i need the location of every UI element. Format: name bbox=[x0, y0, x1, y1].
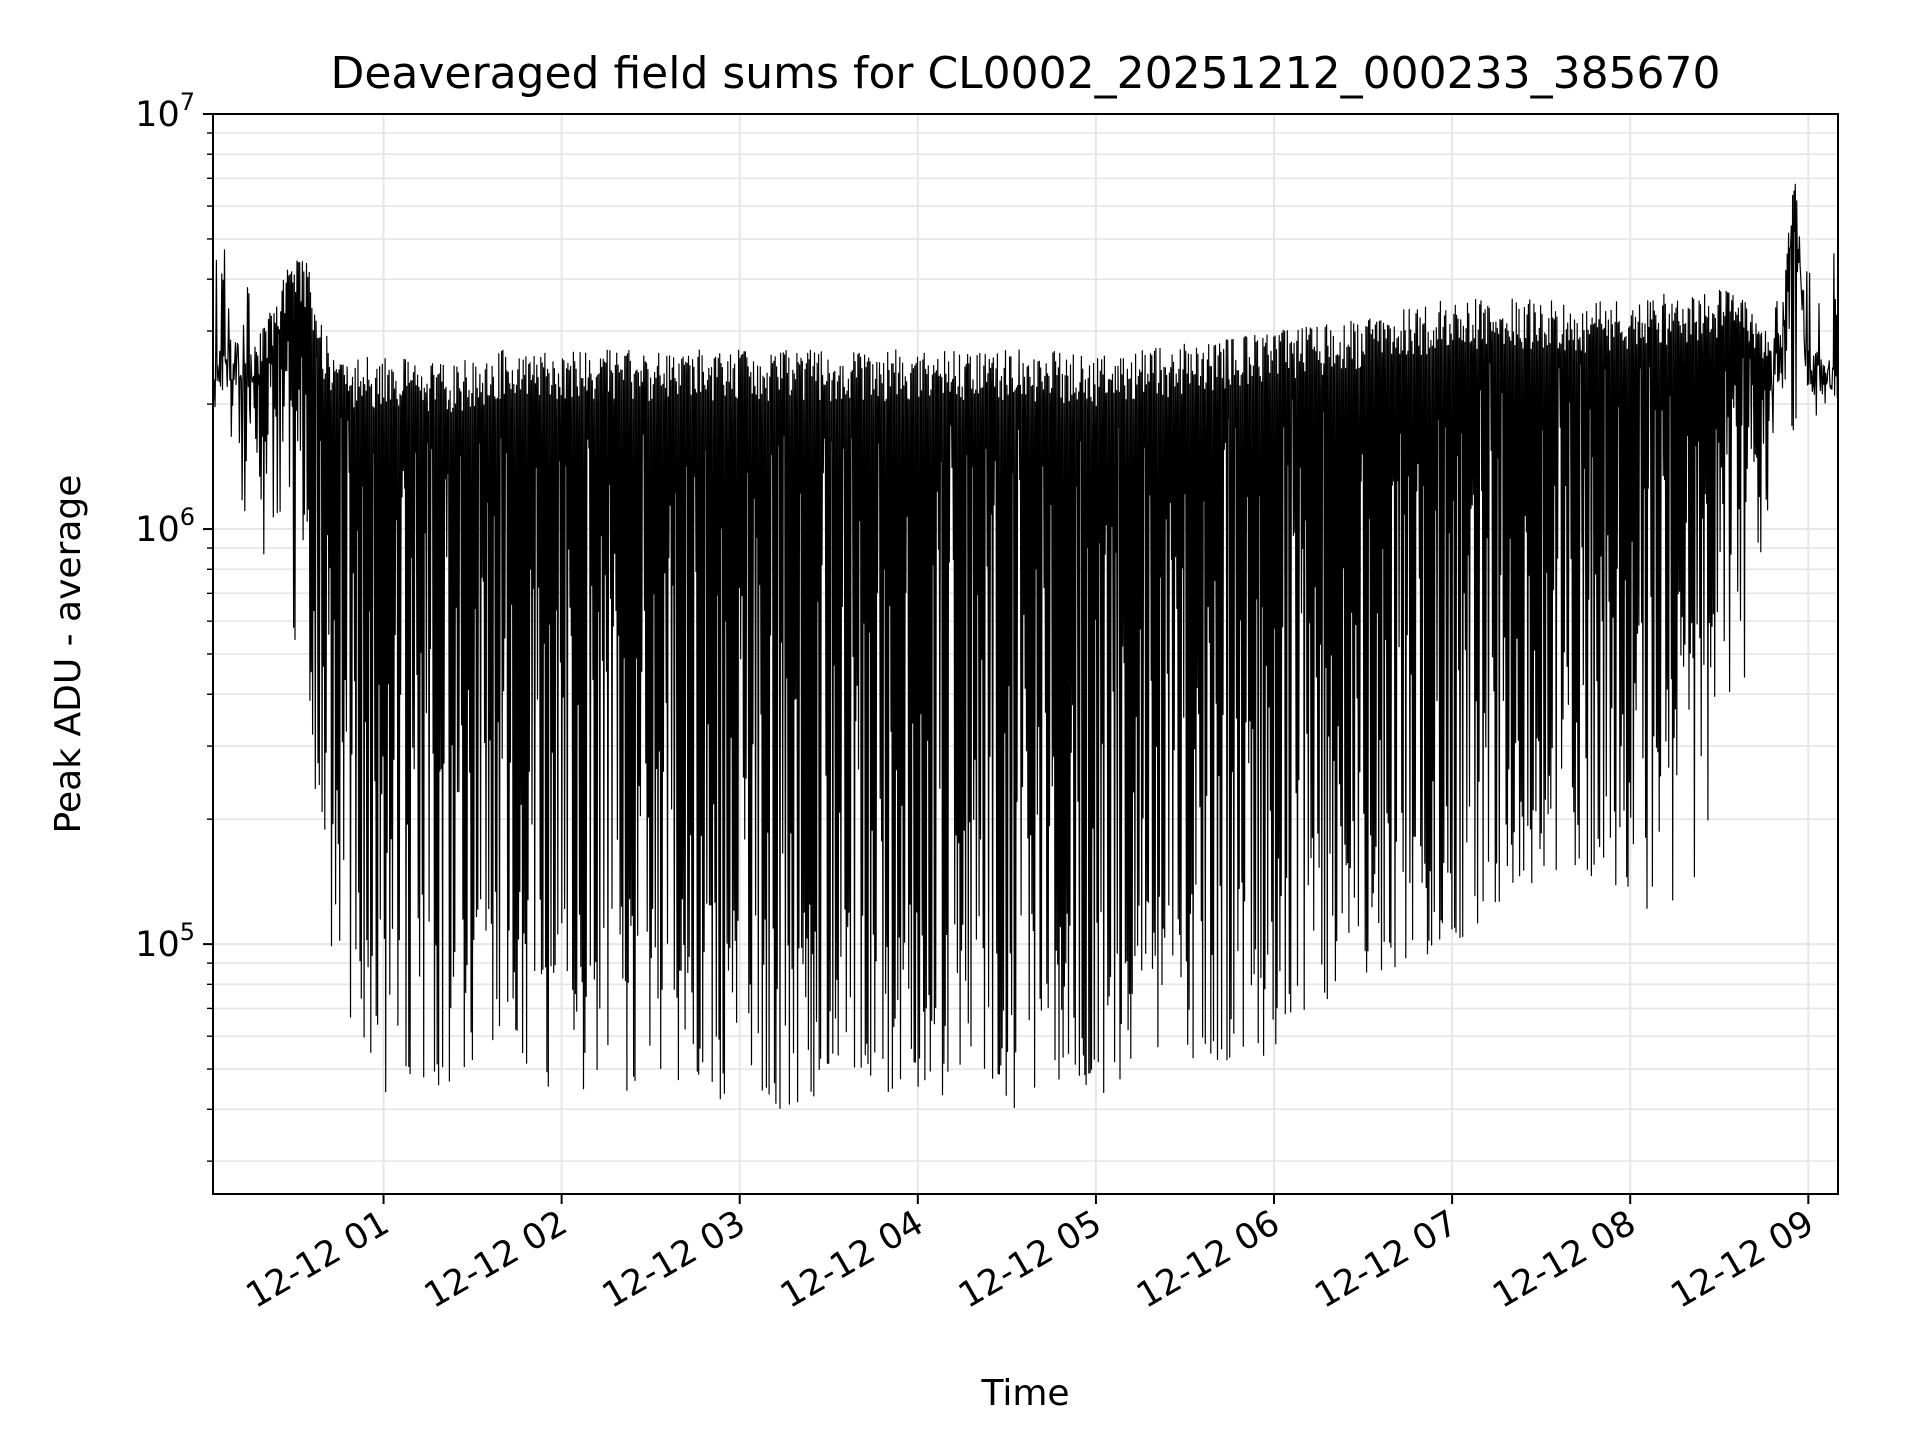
y-tick-label: 105 bbox=[135, 918, 195, 965]
y-tick-label: 107 bbox=[135, 88, 195, 135]
chart-title: Deaveraged field sums for CL0002_2025121… bbox=[330, 48, 1720, 99]
y-axis-label: Peak ADU - average bbox=[48, 475, 89, 834]
series-line bbox=[212, 183, 1839, 1109]
series-layer bbox=[212, 183, 1839, 1109]
y-tick-label: 106 bbox=[135, 503, 195, 550]
x-axis-label: Time bbox=[980, 1373, 1069, 1414]
